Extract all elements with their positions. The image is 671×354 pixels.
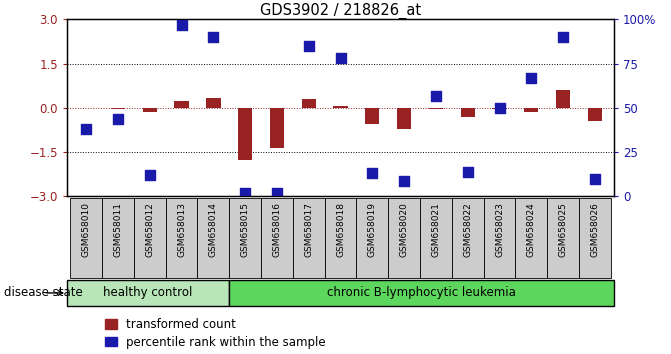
- Bar: [261, 198, 293, 278]
- Text: GSM658017: GSM658017: [304, 202, 313, 257]
- Bar: [365, 108, 380, 124]
- Bar: [333, 107, 348, 108]
- Text: GSM658021: GSM658021: [431, 202, 440, 257]
- Title: GDS3902 / 218826_at: GDS3902 / 218826_at: [260, 3, 421, 19]
- Text: GSM658010: GSM658010: [82, 202, 91, 257]
- Bar: [460, 108, 475, 117]
- Bar: [270, 108, 284, 148]
- Text: disease state: disease state: [4, 286, 83, 299]
- Text: GSM658026: GSM658026: [590, 202, 599, 257]
- Bar: [111, 108, 125, 109]
- Text: GSM658016: GSM658016: [272, 202, 281, 257]
- Point: [367, 171, 378, 176]
- Text: healthy control: healthy control: [103, 286, 193, 299]
- Text: GSM658022: GSM658022: [463, 202, 472, 257]
- Bar: [197, 198, 229, 278]
- Text: GSM658024: GSM658024: [527, 202, 536, 257]
- Bar: [547, 198, 579, 278]
- Bar: [143, 108, 157, 113]
- Bar: [229, 280, 614, 306]
- Bar: [325, 198, 356, 278]
- Bar: [356, 198, 389, 278]
- Text: GSM658018: GSM658018: [336, 202, 345, 257]
- Bar: [206, 98, 221, 108]
- Text: GSM658025: GSM658025: [558, 202, 568, 257]
- Point: [399, 178, 409, 183]
- Bar: [166, 198, 197, 278]
- Bar: [588, 108, 602, 121]
- Point: [335, 56, 346, 61]
- Bar: [524, 108, 538, 113]
- Bar: [515, 198, 547, 278]
- Point: [558, 34, 568, 40]
- Bar: [293, 198, 325, 278]
- Bar: [238, 108, 252, 160]
- Bar: [301, 99, 316, 108]
- Bar: [134, 198, 166, 278]
- Bar: [556, 90, 570, 108]
- Text: GSM658015: GSM658015: [241, 202, 250, 257]
- Bar: [484, 198, 515, 278]
- Point: [462, 169, 473, 175]
- Point: [303, 43, 314, 49]
- Bar: [389, 198, 420, 278]
- Point: [431, 93, 442, 98]
- Point: [176, 22, 187, 28]
- Text: GSM658014: GSM658014: [209, 202, 218, 257]
- Bar: [67, 280, 229, 306]
- Bar: [429, 108, 443, 109]
- Bar: [420, 198, 452, 278]
- Bar: [229, 198, 261, 278]
- Text: GSM658023: GSM658023: [495, 202, 504, 257]
- Point: [81, 126, 91, 132]
- Text: GSM658019: GSM658019: [368, 202, 377, 257]
- Bar: [102, 198, 134, 278]
- Text: GSM658013: GSM658013: [177, 202, 186, 257]
- Bar: [70, 198, 102, 278]
- Bar: [397, 108, 411, 129]
- Bar: [452, 198, 484, 278]
- Point: [272, 190, 282, 196]
- Point: [144, 172, 155, 178]
- Bar: [174, 101, 189, 108]
- Legend: transformed count, percentile rank within the sample: transformed count, percentile rank withi…: [101, 313, 331, 354]
- Point: [208, 34, 219, 40]
- Bar: [579, 198, 611, 278]
- Text: GSM658012: GSM658012: [145, 202, 154, 257]
- Point: [113, 116, 123, 121]
- Text: chronic B-lymphocytic leukemia: chronic B-lymphocytic leukemia: [327, 286, 516, 299]
- Point: [494, 105, 505, 111]
- Text: GSM658020: GSM658020: [400, 202, 409, 257]
- Point: [590, 176, 601, 182]
- Text: GSM658011: GSM658011: [113, 202, 123, 257]
- Bar: [493, 108, 507, 109]
- Point: [240, 190, 250, 196]
- Point: [526, 75, 537, 81]
